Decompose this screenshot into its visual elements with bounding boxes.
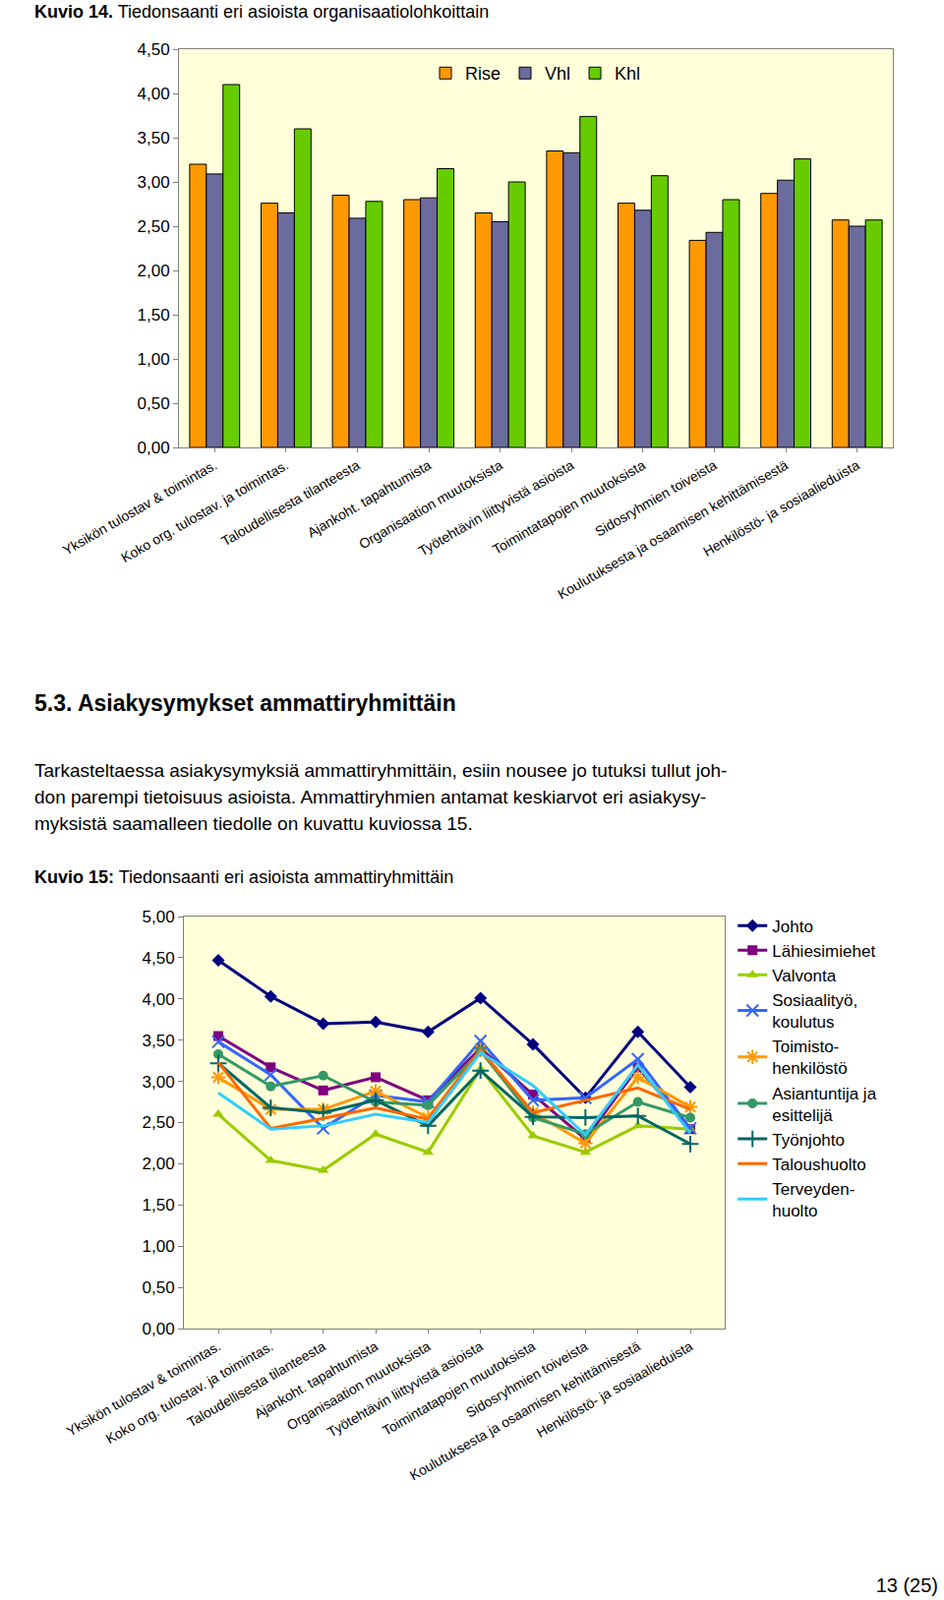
svg-text:2,50: 2,50: [137, 217, 171, 236]
svg-text:Khl: Khl: [614, 63, 641, 84]
svg-text:4,00: 4,00: [137, 84, 171, 104]
svg-text:3,00: 3,00: [137, 173, 171, 192]
svg-text:3,00: 3,00: [142, 1072, 176, 1092]
svg-text:Taloudellisesta tilanteesta: Taloudellisesta tilanteesta: [218, 456, 362, 549]
html-text:5.3. Asiakysymykset ammattiryh: 5.3. Asiakysymykset ammattiryhmittäin: [34, 690, 456, 716]
svg-text:Työtehtävin liittyvistä asiois: Työtehtävin liittyvistä asioista: [324, 1337, 486, 1440]
svg-text:Työnjohto: Työnjohto: [771, 1130, 845, 1150]
svg-text:Organisaation muutoksista: Organisaation muutoksista: [284, 1338, 434, 1434]
svg-text:3,50: 3,50: [142, 1031, 176, 1051]
svg-text:Valvonta: Valvonta: [771, 966, 836, 986]
svg-text:Sidosryhmien toiveista: Sidosryhmien toiveista: [591, 456, 719, 539]
svg-text:Toimintatapojen muutoksista: Toimintatapojen muutoksista: [379, 1338, 538, 1439]
svg-text:Koulutuksesta ja osaamisen keh: Koulutuksesta ja osaamisen kehittämisest…: [407, 1338, 644, 1484]
svg-text:Yksikön tulostav & toimintas.: Yksikön tulostav & toimintas.: [63, 1338, 224, 1440]
svg-text:Lähiesimiehet: Lähiesimiehet: [771, 942, 876, 961]
svg-text:Toimintatapojen muutoksista: Toimintatapojen muutoksista: [489, 457, 649, 558]
svg-text:Johto: Johto: [771, 917, 814, 937]
svg-text:0,00: 0,00: [137, 438, 171, 458]
svg-text:1,00: 1,00: [137, 350, 171, 369]
svg-text:1,00: 1,00: [142, 1237, 176, 1256]
svg-text:Organisaation muutoksista: Organisaation muutoksista: [355, 457, 506, 553]
svg-text:Henkilöstö- ja sosiaalieduista: Henkilöstö- ja sosiaalieduista: [533, 1338, 697, 1441]
html-text:13 (25): 13 (25): [875, 1574, 939, 1596]
svg-text:2,50: 2,50: [142, 1113, 176, 1132]
svg-text:5,00: 5,00: [142, 907, 176, 927]
svg-text:Sidosryhmien toiveista: Sidosryhmien toiveista: [463, 1337, 590, 1420]
svg-text:4,50: 4,50: [137, 40, 171, 59]
svg-text:Taloudellisesta tilanteesta: Taloudellisesta tilanteesta: [183, 1337, 328, 1430]
svg-text:Henkilöstö- ja sosiaalieduista: Henkilöstö- ja sosiaalieduista: [700, 457, 863, 560]
svg-text:0,00: 0,00: [142, 1319, 176, 1339]
svg-text:0,50: 0,50: [137, 394, 171, 413]
svg-text:2,00: 2,00: [137, 261, 171, 281]
svg-text:2,00: 2,00: [142, 1154, 176, 1174]
svg-text:Vhl: Vhl: [544, 63, 571, 84]
html-text:Tarkasteltaessa asiakysymyksiä: Tarkasteltaessa asiakysymyksiä ammattiry…: [34, 760, 727, 781]
html-text:don parempi tietoisuus asioist: don parempi tietoisuus asioista. Ammatti…: [34, 786, 707, 808]
html-text:myksistä saamalleen tiedolle o: myksistä saamalleen tiedolle on kuvattu …: [34, 813, 473, 834]
svg-text:4,50: 4,50: [142, 948, 176, 968]
svg-text:Ajankoht. tapahtumista: Ajankoht. tapahtumista: [304, 456, 435, 540]
svg-text:4,00: 4,00: [142, 990, 176, 1009]
svg-text:Koko org. tulostav. ja toimint: Koko org. tulostav. ja toimintas.: [118, 457, 292, 567]
svg-text:Ajankoht. tapahtumista: Ajankoht. tapahtumista: [251, 1337, 382, 1421]
svg-text:3,50: 3,50: [137, 128, 171, 148]
html-text:Kuvio 14. Tiedonsaanti eri asi: Kuvio 14. Tiedonsaanti eri asioista orga…: [34, 1, 490, 22]
svg-text:Työtehtävin liittyvistä asiois: Työtehtävin liittyvistä asioista: [415, 456, 578, 559]
svg-text:Toimisto-henkilöstö: Toimisto-henkilöstö: [771, 1037, 848, 1078]
svg-text:Terveyden-huolto: Terveyden-huolto: [771, 1180, 855, 1221]
html-text:Kuvio 15: Tiedonsaanti eri asi: Kuvio 15: Tiedonsaanti eri asioista amma…: [34, 867, 454, 887]
svg-text:Rise: Rise: [465, 63, 501, 84]
svg-text:0,50: 0,50: [142, 1278, 176, 1298]
svg-text:1,50: 1,50: [142, 1195, 176, 1215]
svg-text:Koko org. tulostav. ja toimint: Koko org. tulostav. ja toimintas.: [103, 1338, 277, 1448]
svg-text:Koulutuksesta ja osaamisen keh: Koulutuksesta ja osaamisen kehittämisest…: [554, 457, 791, 603]
svg-text:1,50: 1,50: [137, 305, 171, 325]
svg-text:Taloushuolto: Taloushuolto: [771, 1155, 866, 1175]
svg-text:Sosiaalityö,koulutus: Sosiaalityö,koulutus: [771, 991, 858, 1032]
svg-text:Yksikön tulostav & toimintas.: Yksikön tulostav & toimintas.: [59, 457, 220, 559]
svg-text:Asiantuntija jaesittelijä: Asiantuntija jaesittelijä: [771, 1084, 877, 1125]
